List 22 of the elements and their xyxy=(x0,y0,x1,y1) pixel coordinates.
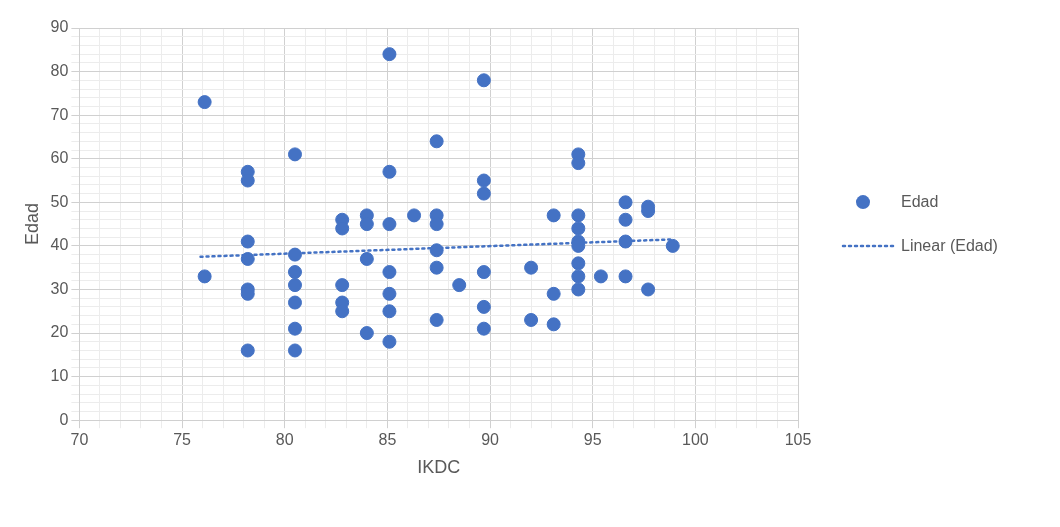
y-tick-label: 20 xyxy=(50,323,69,341)
x-tick-label: 70 xyxy=(70,431,89,449)
x-tick-label: 80 xyxy=(275,431,294,449)
x-tick-label: 90 xyxy=(481,431,500,449)
y-tick-label: 50 xyxy=(50,192,69,210)
y-tick-label: 40 xyxy=(50,236,69,254)
x-tick-label: 85 xyxy=(378,431,397,449)
x-axis-title: IKDC xyxy=(417,457,461,478)
y-axis-title: Edad xyxy=(21,203,42,246)
x-tick-label: 95 xyxy=(583,431,602,449)
y-tick-label: 60 xyxy=(50,149,69,167)
y-tick-label: 10 xyxy=(50,367,69,385)
x-tick-label: 75 xyxy=(173,431,192,449)
y-tick-label: 30 xyxy=(50,279,69,297)
legend-label: Linear (Edad) xyxy=(901,236,998,254)
y-tick-label: 80 xyxy=(50,61,69,79)
y-tick-label: 0 xyxy=(59,410,69,428)
x-tick-label: 100 xyxy=(681,431,709,449)
x-tick-label: 105 xyxy=(784,431,812,449)
y-tick-label: 70 xyxy=(50,105,69,123)
legend-label: Edad xyxy=(901,192,939,210)
y-tick-label: 90 xyxy=(50,18,69,36)
